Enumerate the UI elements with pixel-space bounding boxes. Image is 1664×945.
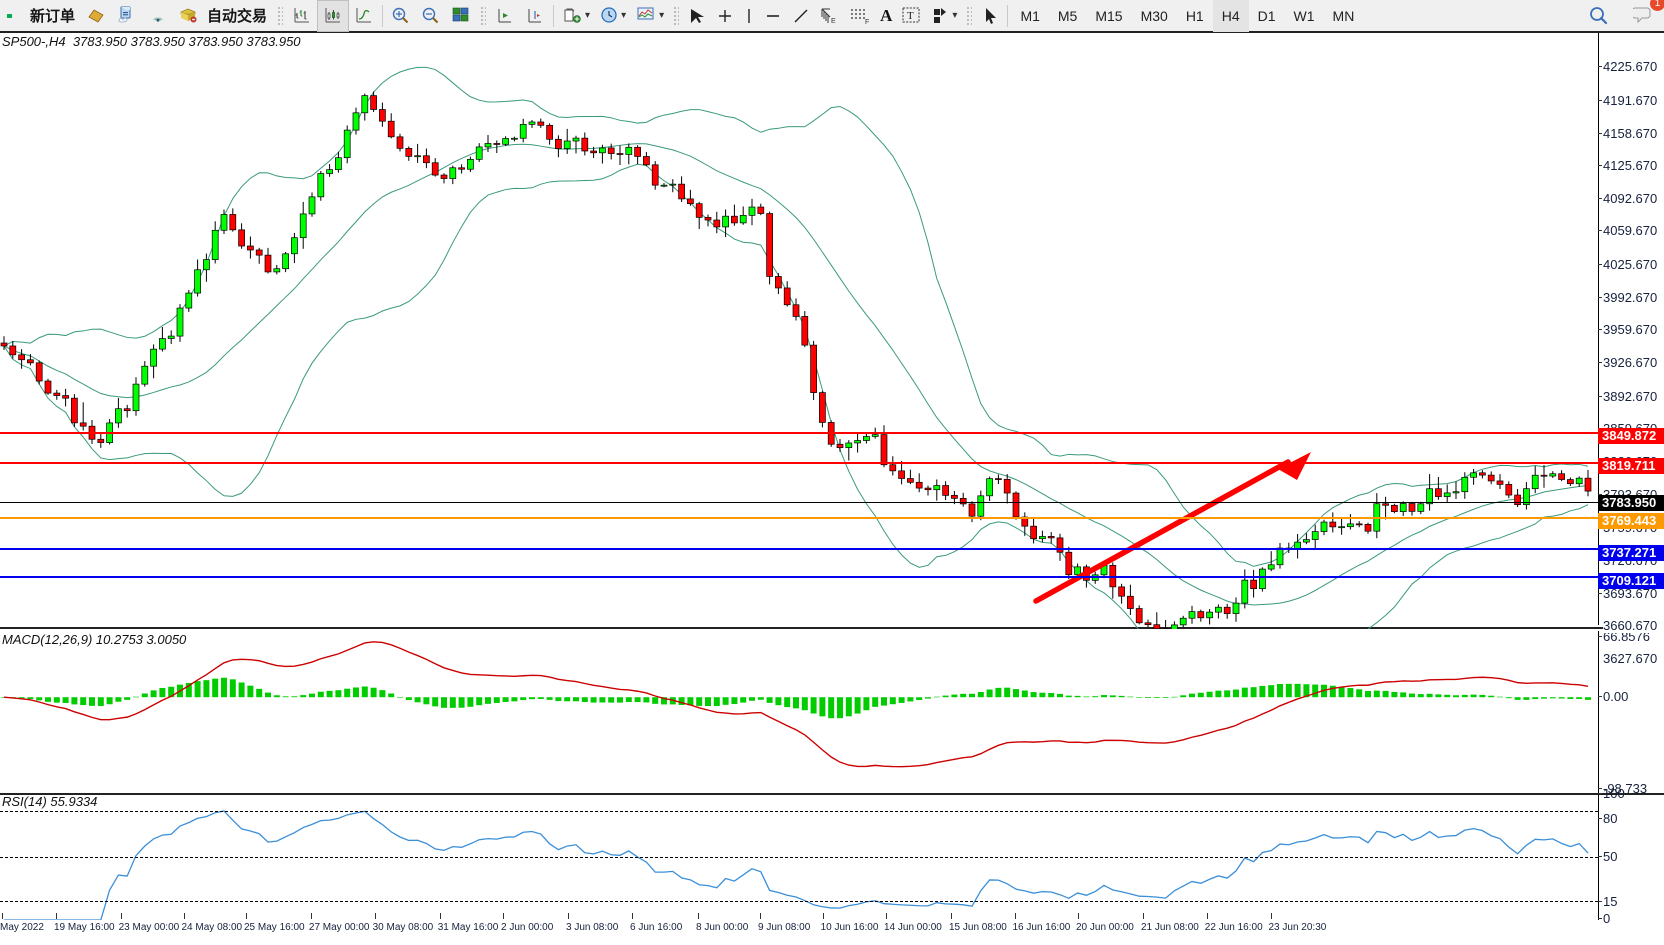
svg-text:T: T <box>907 10 914 22</box>
svg-text:F: F <box>865 19 869 24</box>
svg-text:E: E <box>831 18 836 25</box>
